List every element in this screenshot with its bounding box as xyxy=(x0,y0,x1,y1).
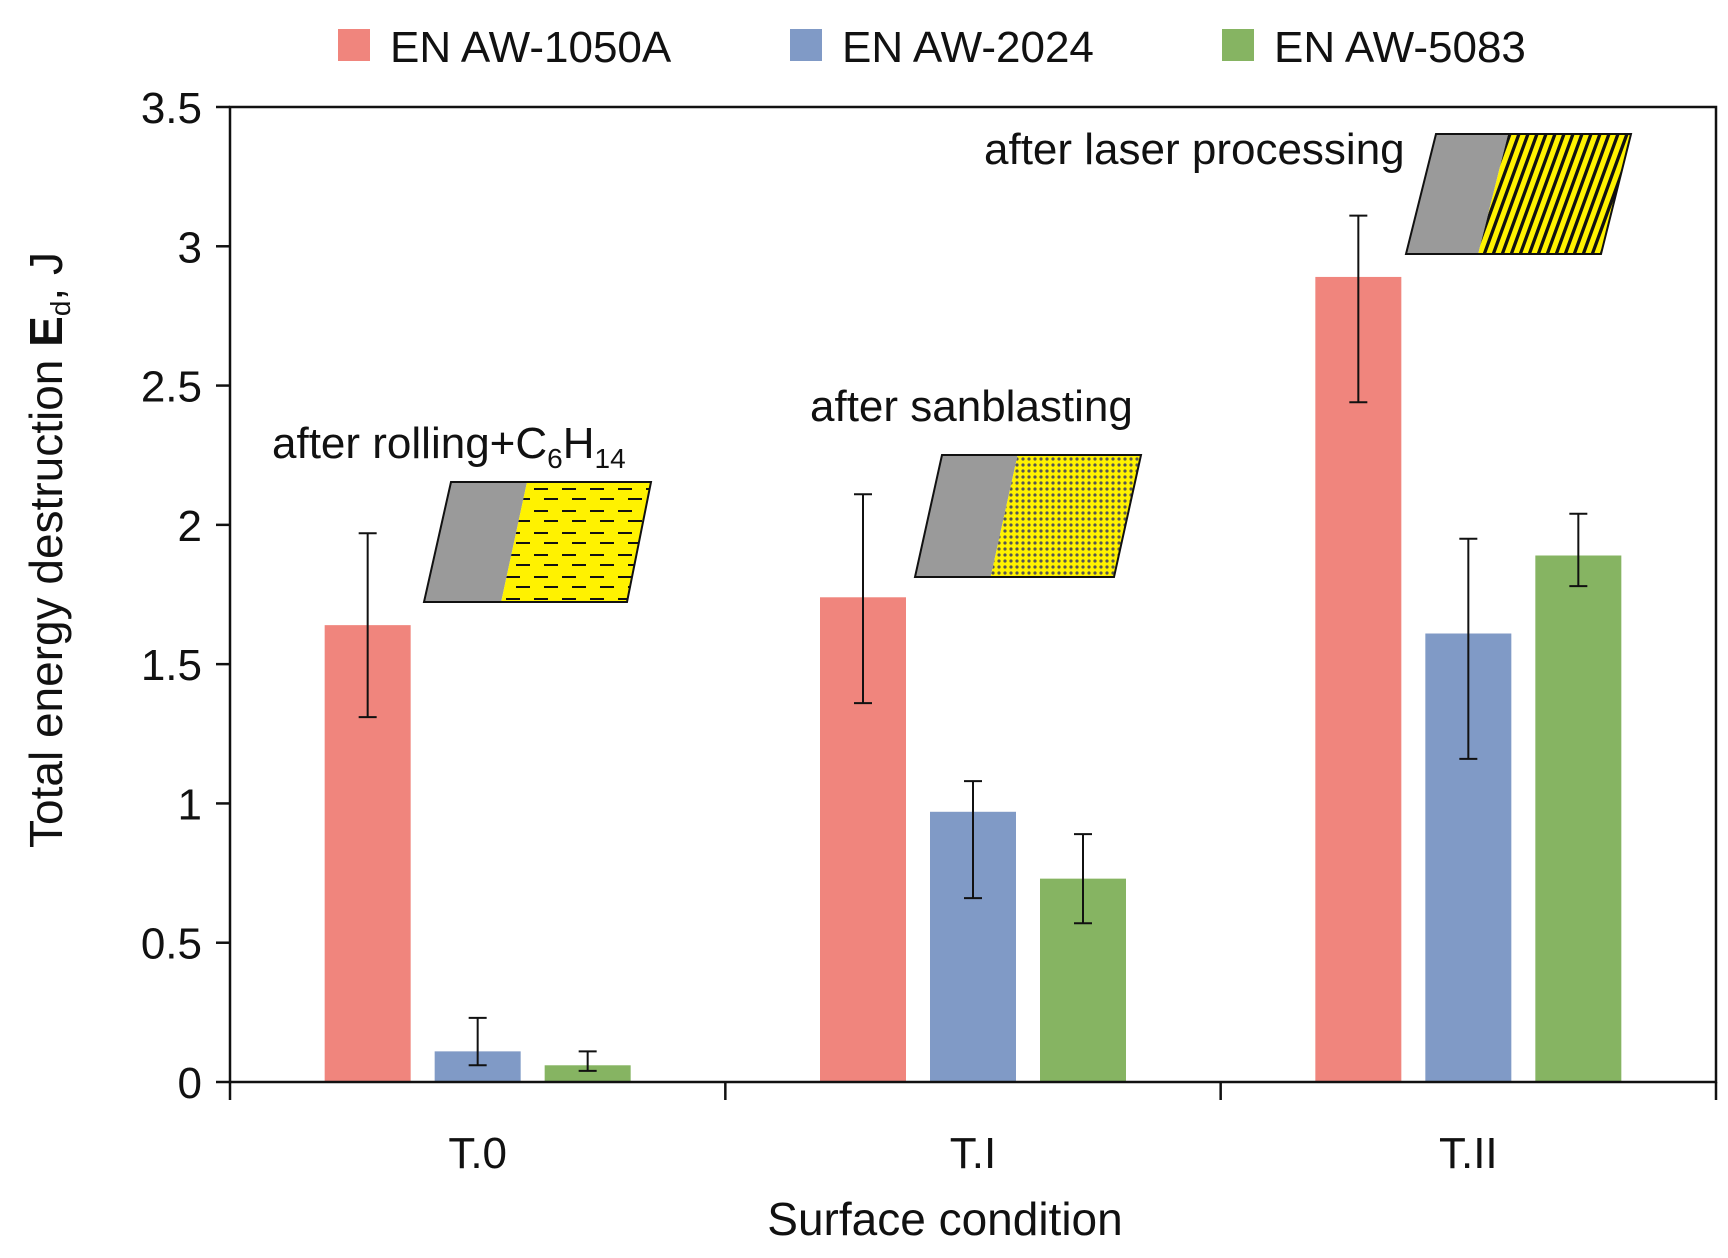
error-bar-0-0 xyxy=(358,532,377,719)
sandblasted-surface-icon xyxy=(913,454,1143,578)
error-bar-1-0 xyxy=(468,1016,487,1067)
y-tick-label: 3.5 xyxy=(141,84,202,133)
bar-2-0 xyxy=(544,1065,631,1082)
y-tick-label: 0.5 xyxy=(141,920,202,969)
error-bar-1-1 xyxy=(964,780,982,900)
y-title-subscript: d xyxy=(45,301,76,317)
axes: 0 0.5 1 1.5 2 2.5 3 3.5 T.0 T.I T.II xyxy=(141,84,1718,1178)
y-tick-label: 2 xyxy=(178,502,202,551)
y-tick-label: 1.5 xyxy=(141,641,202,690)
annotation-label-0: after rolling+C6H14 xyxy=(272,419,626,474)
legend-label: EN AW-1050A xyxy=(390,23,672,72)
legend-swatch xyxy=(338,29,370,61)
laser-processed-surface-icon xyxy=(1404,133,1633,255)
error-bar-2-2 xyxy=(1569,512,1588,588)
error-bars xyxy=(358,214,1588,1072)
x-axis-title: Surface condition xyxy=(767,1193,1122,1245)
annotations: after rolling+C6H14 after sanblasting afte… xyxy=(272,125,1633,603)
y-axis-title: Total energy destruction Ed, J xyxy=(20,252,76,848)
y-tick-label: 1 xyxy=(178,780,202,829)
bar-0-2 xyxy=(1315,276,1402,1082)
y-title-text: Total energy destruction xyxy=(20,347,72,848)
rolled-surface-icon xyxy=(422,481,653,603)
legend-item-1: EN AW-2024 xyxy=(790,23,1094,72)
x-tick-label: T.II xyxy=(1439,1129,1498,1178)
annotation-label-1: after sanblasting xyxy=(810,382,1133,431)
legend-item-0: EN AW-1050A xyxy=(338,23,672,72)
error-bar-1-2 xyxy=(1459,537,1478,760)
error-bar-0-1 xyxy=(854,493,872,705)
bar-2-2 xyxy=(1535,555,1622,1082)
x-tick-label: T.0 xyxy=(448,1129,507,1178)
legend-swatch xyxy=(1222,29,1254,61)
error-bar-2-1 xyxy=(1074,833,1092,925)
plot-frame xyxy=(228,105,1718,1084)
error-bar-0-2 xyxy=(1349,214,1368,404)
legend-item-2: EN AW-5083 xyxy=(1222,23,1526,72)
legend-label: EN AW-2024 xyxy=(842,23,1094,72)
legend: EN AW-1050A EN AW-2024 EN AW-5083 xyxy=(338,23,1526,72)
y-tick-label: 3 xyxy=(178,223,202,272)
y-title-symbol: E xyxy=(20,316,72,347)
y-tick-label: 2.5 xyxy=(141,363,202,412)
y-title-unit: , J xyxy=(20,252,72,301)
x-tick-label: T.I xyxy=(950,1129,996,1178)
legend-swatch xyxy=(790,29,822,61)
legend-label: EN AW-5083 xyxy=(1274,23,1526,72)
y-tick-label: 0 xyxy=(178,1059,202,1108)
error-bar-2-0 xyxy=(578,1050,597,1072)
annotation-label-2: after laser processing xyxy=(984,125,1405,174)
